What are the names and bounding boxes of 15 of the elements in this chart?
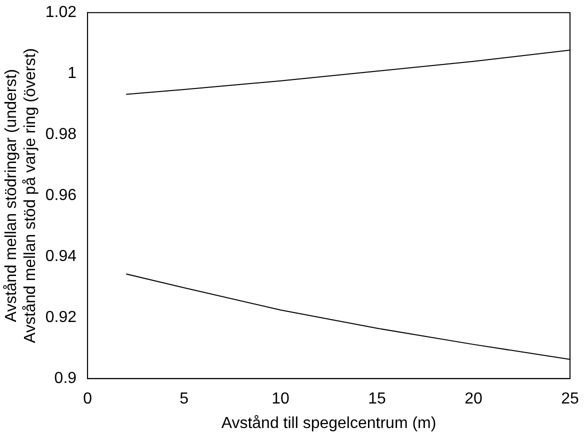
- y-tick-label: 0.98: [45, 126, 77, 144]
- x-axis-title: Avstånd till spegelcentrum (m): [221, 414, 436, 432]
- y-tick-label: 0.94: [45, 248, 77, 266]
- y-tick-label: 0.96: [45, 187, 77, 204]
- y-tick-label: 0.92: [45, 309, 77, 326]
- x-tick-label: 10: [272, 390, 290, 408]
- x-tick-label: 0: [83, 390, 92, 408]
- y-tick-label: 1: [68, 65, 77, 82]
- y-tick-label: 0.9: [54, 370, 77, 388]
- x-tick-label: 15: [368, 390, 386, 408]
- x-tick-label: 5: [180, 390, 189, 408]
- x-tick-label: 25: [561, 390, 579, 408]
- y-axis-title: Avstånd mellan stödringar (underst) Avstånd mellan stöd på varje ring (överst): [3, 48, 40, 344]
- x-tick-label: 20: [464, 390, 483, 408]
- y-tick-label: 1.02: [45, 4, 77, 22]
